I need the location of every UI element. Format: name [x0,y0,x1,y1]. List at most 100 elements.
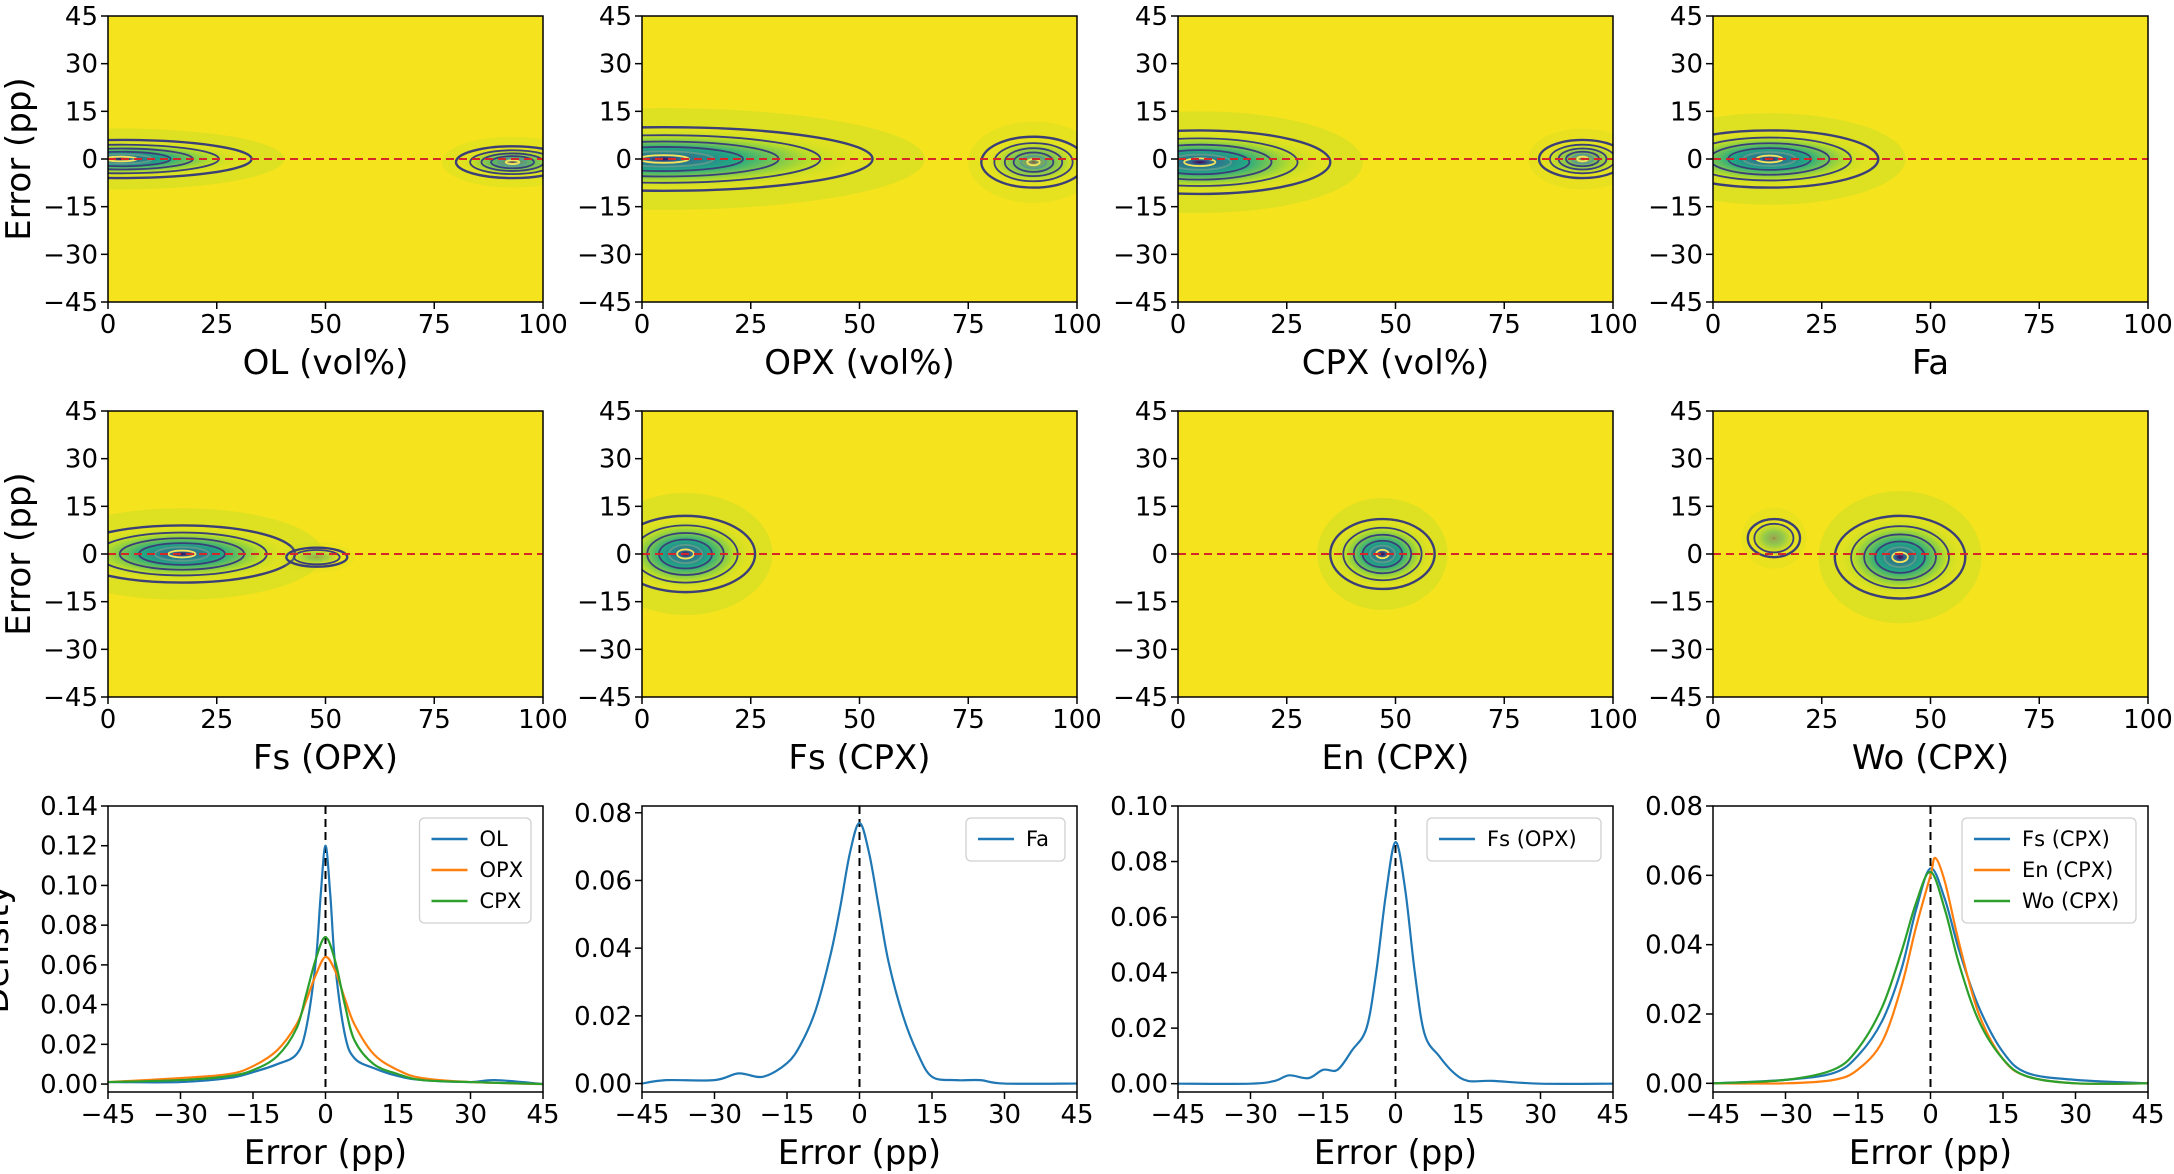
x-tick-label: 0 [100,705,117,735]
density-contour [1178,143,1273,181]
x-tick-label: 50 [309,310,342,340]
y-tick-label: 15 [1670,492,1703,522]
density-contour [642,134,822,184]
y-tick-label: −45 [1113,288,1168,318]
y-tick-label: 0.06 [40,951,98,981]
x-tick-label: −15 [1831,1100,1886,1130]
density-contour [454,145,543,180]
x-axis-label: Error (pp) [244,1133,407,1173]
y-tick-label: 0.04 [1110,959,1168,989]
x-axis-label: Error (pp) [1314,1133,1477,1173]
x-tick-label: 100 [2123,310,2173,340]
y-tick-label: −15 [1113,588,1168,618]
heatmap-panel-H: 0 25 50 75 100 45 30 15 0 −15 −30 −45 Wo (CPX) [1648,397,2173,778]
y-tick-label: 0 [615,145,632,175]
x-axis-label: Wo (CPX) [1852,738,2009,778]
density-contour [1874,540,1926,574]
y-tick-label: 15 [65,97,98,127]
y-tick-label: 15 [599,97,632,127]
density-contour [1178,137,1299,187]
x-tick-label: 25 [1805,310,1838,340]
heatmap-panel-D: 0 25 50 75 100 45 30 15 0 −15 −30 −45 Fa [1648,2,2173,383]
x-tick-label: 50 [843,310,876,340]
y-tick-label: 0.14 [40,792,98,822]
x-tick-label: 0 [1705,310,1722,340]
density-contour [676,548,695,560]
y-axis-label: Density [0,884,17,1013]
density-panel-I: −45 −30 −15 0 15 30 45 0.00 0.02 0.04 0.06 0.08 0.10… [0,792,560,1173]
y-tick-label: 15 [599,492,632,522]
x-tick-label: 15 [1986,1100,2019,1130]
legend: Fa [965,817,1066,862]
x-tick-label: −15 [1296,1100,1351,1130]
x-tick-label: −30 [1223,1100,1278,1130]
y-tick-label: 45 [1670,397,1703,427]
y-tick-label: 0.06 [1645,861,1703,891]
y-tick-label: −15 [1648,588,1703,618]
y-tick-label: −15 [1648,193,1703,223]
legend-entry: OPX [480,858,524,882]
y-tick-label: 0 [1151,145,1168,175]
series-line-wo-cpx- [1712,870,2149,1085]
y-tick-label: 30 [1135,445,1168,475]
x-tick-label: 25 [1270,310,1303,340]
density-blob [1330,519,1435,589]
x-tick-label: 75 [1488,705,1521,735]
y-tick-label: 15 [1135,97,1168,127]
density-contour [490,155,535,170]
x-tick-label: 25 [1270,705,1303,735]
x-tick-label: 25 [200,310,233,340]
x-tick-label: 25 [734,705,767,735]
y-tick-label: 0 [81,145,98,175]
density-contour [1178,153,1232,171]
density-contour [1883,546,1917,568]
x-axis-label: OPX (vol%) [764,343,955,383]
density-contour [1178,149,1251,176]
density-contour [1863,533,1937,581]
y-tick-label: −45 [1648,288,1703,318]
y-tick-label: 0.02 [574,1002,632,1032]
y-tick-label: 0 [1686,540,1703,570]
x-tick-label: 50 [1914,705,1947,735]
y-tick-label: −30 [43,635,98,665]
density-contour [642,126,874,192]
y-tick-label: 15 [1670,97,1703,127]
x-tick-label: 100 [1588,310,1638,340]
x-tick-label: 50 [1379,705,1412,735]
legend-entry: Fs (OPX) [1487,827,1577,851]
x-tick-label: 25 [734,310,767,340]
x-tick-label: 45 [2131,1100,2164,1130]
density-contour [1891,551,1909,564]
x-tick-label: 45 [1596,1100,1629,1130]
density-layer [1741,491,1982,624]
y-tick-label: 0.04 [1645,931,1703,961]
x-tick-label: 50 [1379,310,1412,340]
x-tick-label: 15 [915,1100,948,1130]
density-contour [1329,517,1436,591]
x-tick-label: 75 [952,705,985,735]
density-contour [1342,526,1423,582]
heatmap-panel-E: 0 25 50 75 100 45 30 15 0 −15 −30 −45 Fs (OPX) Error … [0,397,568,778]
y-tick-label: 0.12 [40,832,98,862]
y-tick-label: −30 [1648,240,1703,270]
x-tick-label: 0 [1922,1100,1939,1130]
legend-entry: Wo (CPX) [2022,889,2119,913]
x-tick-label: 75 [2023,705,2056,735]
y-tick-label: 0.02 [40,1030,98,1060]
x-tick-label: 30 [454,1100,487,1130]
x-tick-label: −30 [1758,1100,1813,1130]
density-contour [167,549,197,559]
x-tick-label: −45 [1151,1100,1206,1130]
x-tick-label: 50 [309,705,342,735]
x-tick-label: 75 [2023,310,2056,340]
x-tick-label: 25 [200,705,233,735]
x-tick-label: 0 [851,1100,868,1130]
y-tick-label: 0.00 [574,1070,632,1100]
density-contour [1713,142,1831,176]
y-tick-label: 0 [1151,540,1168,570]
y-tick-label: 30 [1670,50,1703,80]
density-contour [293,549,341,566]
y-tick-label: 0 [81,540,98,570]
y-tick-label: 0 [615,540,632,570]
y-tick-label: 15 [65,492,98,522]
